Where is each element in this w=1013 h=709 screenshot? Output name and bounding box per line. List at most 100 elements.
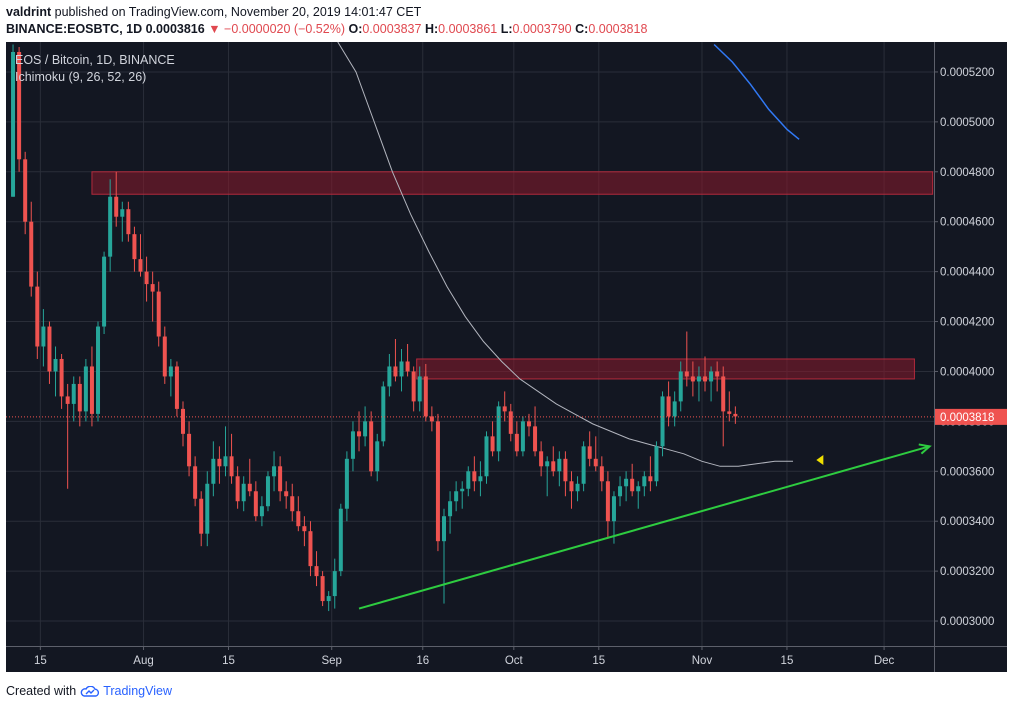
brand-label: TradingView (103, 684, 172, 698)
candle-body (247, 483, 252, 492)
candle-body (89, 366, 94, 414)
price-tick-label: 0.0003000 (940, 616, 994, 628)
cloud-icon (80, 685, 100, 697)
candle-body (533, 426, 538, 452)
cloud-line (713, 43, 800, 140)
candle-body (156, 291, 161, 337)
candle-body (180, 408, 185, 434)
last-price: 0.0003816 (145, 22, 205, 36)
candle-body (108, 196, 113, 257)
candle-body (448, 501, 453, 517)
candle-body (508, 411, 513, 434)
publish-info: valdrint published on TradingView.com, N… (6, 5, 421, 19)
candle-body (17, 51, 22, 160)
indicator-legend[interactable]: Ichimoku (9, 26, 52, 26) (15, 70, 147, 84)
price-chart[interactable]: 0.0003000 0.0003200 0.0003400 0.0003600 0.00… (6, 42, 1007, 672)
candle-body (132, 234, 137, 260)
candle-body (703, 376, 708, 382)
candle-body (193, 466, 198, 499)
candle-body (672, 401, 677, 417)
candle-body (605, 481, 610, 522)
candle-body (733, 413, 738, 417)
candle-body (696, 376, 701, 382)
candle-body (575, 483, 580, 492)
candle-body (539, 451, 544, 467)
candle-body (205, 483, 210, 534)
candle-body (217, 458, 222, 467)
price-change: −0.0000020 (−0.52%) (224, 22, 345, 36)
candle-body (393, 366, 398, 377)
candle-body (654, 446, 659, 482)
candle-body (411, 371, 416, 402)
kijun-line (337, 42, 794, 467)
candle-body (587, 446, 592, 459)
candle-body (199, 498, 204, 534)
price-tick-label: 0.0004000 (940, 366, 994, 378)
candle-body (320, 576, 325, 602)
candle-body (259, 506, 264, 517)
footer: Created with TradingView (6, 684, 172, 698)
author-name[interactable]: valdrint (6, 5, 52, 19)
candle-body (502, 406, 507, 412)
close-label: C: (575, 22, 589, 36)
candle-body (144, 271, 149, 285)
candle-body (690, 376, 695, 382)
candle-body (41, 326, 46, 347)
candle-body (429, 416, 434, 422)
candle-body (709, 371, 714, 382)
candle-body (71, 383, 76, 404)
candle-body (290, 496, 295, 512)
candle-body (53, 358, 58, 372)
candle-body (472, 471, 477, 482)
candle-body (660, 396, 665, 447)
time-tick-label: 15 (222, 655, 235, 667)
price-tick-label: 0.0004400 (940, 267, 994, 279)
close-value: 0.0003818 (588, 22, 648, 36)
time-tick-label: 15 (34, 655, 47, 667)
candle-body (211, 458, 216, 484)
candle-body (514, 433, 519, 452)
candle-body (405, 361, 410, 372)
time-tick-label: Oct (505, 655, 524, 667)
candle-body (557, 458, 562, 472)
candle-body (381, 386, 386, 442)
open-label: O: (348, 22, 363, 36)
resistance-zone-upper-resistance (91, 171, 934, 195)
candle-body (168, 366, 173, 377)
created-with-label: Created with (6, 684, 77, 698)
candle-body (618, 486, 623, 497)
tradingview-brand[interactable]: TradingView (80, 684, 172, 698)
candle-body (241, 483, 246, 502)
high-value: 0.0003861 (438, 22, 498, 36)
candle-body (460, 488, 465, 492)
candle-body (684, 371, 689, 377)
candle-body (551, 461, 556, 472)
candle-body (11, 51, 16, 197)
candle-body (496, 406, 501, 452)
chart-panel[interactable]: 0.0003000 0.0003200 0.0003400 0.0003600 0.00… (6, 42, 1007, 672)
time-tick-label: 16 (416, 655, 429, 667)
candle-body (223, 456, 228, 467)
candle-body (338, 508, 343, 572)
candle-body (29, 221, 34, 287)
candle-body (265, 476, 270, 507)
candle-body (648, 476, 653, 482)
candle-body (435, 421, 440, 542)
candle-body (126, 209, 131, 235)
candle-body (478, 476, 483, 482)
candle-body (65, 396, 70, 404)
candle-body (363, 421, 368, 437)
candle-body (59, 358, 64, 397)
candle-body (138, 259, 143, 272)
candle-body (272, 466, 277, 477)
resistance-zone-mid-resistance (416, 358, 915, 380)
current-bar-marker (816, 455, 824, 466)
candle-body (484, 436, 489, 477)
candle-body (150, 284, 155, 292)
candle-body (296, 511, 301, 527)
candle-body (114, 196, 119, 217)
candle-body (314, 566, 319, 577)
time-tick-label: Aug (133, 655, 153, 667)
candle-body (174, 366, 179, 409)
chart-title[interactable]: EOS / Bitcoin, 1D, BINANCE (15, 53, 175, 67)
